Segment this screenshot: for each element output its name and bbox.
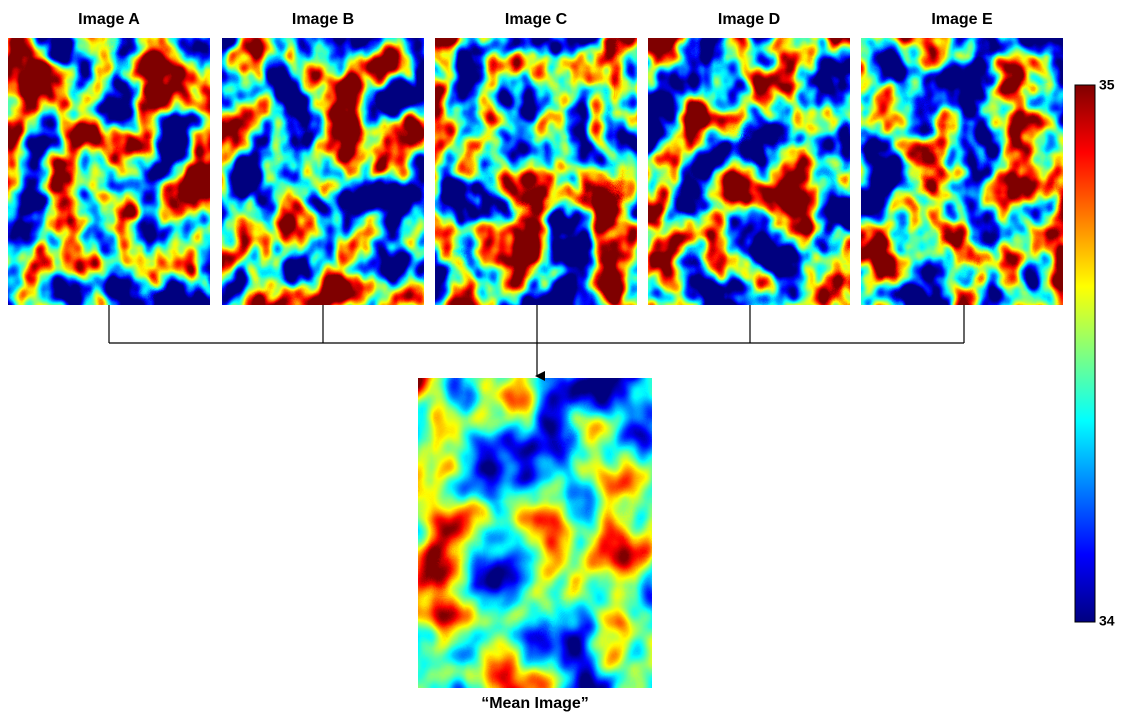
colorbar-max: 35 [1099,77,1115,93]
image-label: Image E [931,11,993,28]
heatmap-image [861,38,1063,305]
image-label: Image C [505,11,568,28]
heatmaps [8,38,1063,688]
connectors [108,305,965,381]
heatmap-image [8,38,210,305]
colorbar-min: 34 [1099,613,1115,629]
image-label: Image A [78,11,140,28]
mean-image-label: “Mean Image” [481,695,589,712]
colorbar [1074,84,1096,623]
heatmap-image [222,38,424,305]
image-label: Image B [292,11,354,28]
image-label: Image D [718,11,780,28]
mean-heatmap-image [418,378,652,688]
heatmap-image [648,38,850,305]
heatmap-image [435,38,637,305]
